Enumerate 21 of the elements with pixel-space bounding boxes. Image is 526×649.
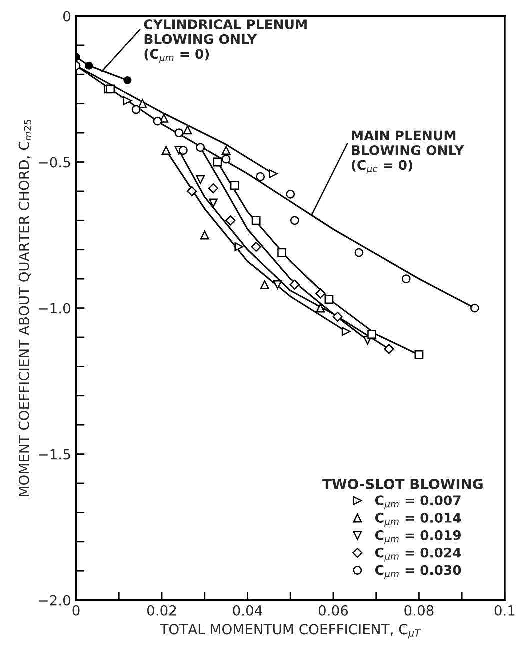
x-tick-label: 0.1	[494, 605, 515, 616]
annotation: MAIN PLENUM BLOWING ONLY (C$_{μc}$ = 0)	[352, 130, 464, 174]
y-tick-label: −1.5	[39, 449, 70, 460]
x-tick-label: 0.04	[233, 605, 262, 616]
x-tick-label: 0.06	[318, 605, 348, 616]
x-axis-title: TOTAL MOMENTUM COEFFICIENT, C$_{μT}$	[160, 624, 422, 639]
legend-label: C$_{μm}$ = 0.019	[375, 530, 461, 544]
legend-label: C$_{μm}$ = 0.007	[375, 496, 461, 510]
annotation: CYLINDRICAL PLENUM BLOWING ONLY (C$_{μm}$ = 0)	[144, 20, 307, 63]
x-tick-label: 0	[72, 605, 80, 616]
legend-label: C$_{μm}$ = 0.014	[375, 512, 462, 527]
y-axis-title: MOMENT COEFFICIENT ABOUT QUARTER CHORD, C$_{m25}$	[18, 120, 32, 496]
y-tick-label: −2.0	[39, 595, 70, 606]
legend-title: TWO-SLOT BLOWING	[322, 478, 483, 490]
x-tick-label: 0.08	[404, 605, 434, 616]
legend-label: C$_{μm}$ = 0.030	[375, 565, 462, 580]
legend-label: C$_{μm}$ = 0.024	[375, 548, 462, 562]
y-tick-label: 0	[63, 11, 70, 22]
y-tick-label: −1.0	[39, 303, 70, 314]
x-tick-label: 0.02	[147, 605, 176, 616]
y-tick-label: −0.5	[39, 157, 70, 168]
